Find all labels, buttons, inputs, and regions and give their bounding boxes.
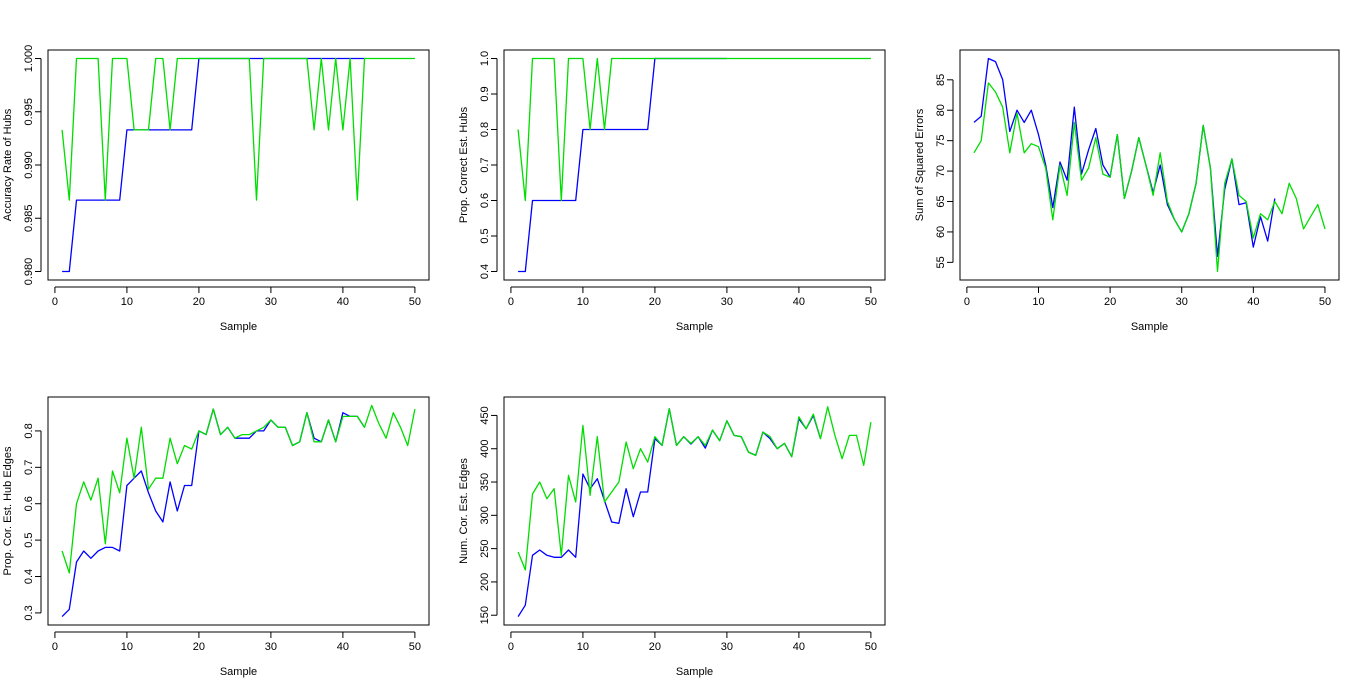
chart-1-x-tick-label: 50 [409, 296, 421, 308]
chart-4-x-tick-label: 10 [121, 641, 133, 653]
chart-4-y-tick-label: 0.7 [23, 460, 35, 475]
chart-3-y-tick-label: 70 [935, 165, 947, 177]
chart-3-plot-frame [959, 49, 1340, 281]
chart-4-x-tick-label: 40 [337, 641, 349, 653]
chart-5-x-tick-label: 40 [793, 641, 805, 653]
chart-5-y-tick-label: 150 [479, 606, 491, 624]
chart-4-series-line-blue [61, 408, 366, 618]
chart-5-x-axis-label: Sample [676, 666, 713, 678]
chart-3-x-tick-label: 20 [1104, 296, 1116, 308]
chart-3-y-tick-label: 55 [935, 256, 947, 268]
plot-sum-of-squared-errors: 0 10 20 30 40 50 55 60 65 70 75 80 85 Sample Sum of Sq… [914, 49, 1340, 333]
chart-2-y-tick-label: 0.4 [479, 264, 491, 279]
chart-3-y-tick-label: 85 [935, 74, 947, 86]
chart-3-x-tick-label: 30 [1176, 296, 1188, 308]
chart-4-x-tick-label: 0 [52, 641, 58, 653]
chart-4-x-axis-label: Sample [220, 666, 257, 678]
chart-2-y-tick-label: 1.0 [479, 51, 491, 66]
chart-5-series-line-green [517, 406, 872, 571]
chart-4-series-line-green [61, 404, 416, 574]
plot-accuracy-rate-of-hubs: 0 10 20 30 40 50 0.980 0.985 0.990 0.995 1.000 Samp… [2, 45, 430, 333]
chart-3-series-line-blue [973, 57, 1276, 257]
chart-5-x-tick-label: 10 [577, 641, 589, 653]
chart-5-x-tick-label: 0 [508, 641, 514, 653]
chart-3-y-tick-label: 60 [935, 226, 947, 238]
chart-1-x-tick-label: 30 [265, 296, 277, 308]
chart-1-y-tick-label: 0.985 [23, 204, 35, 232]
chart-2-x-tick-label: 30 [721, 296, 733, 308]
chart-2-x-tick-label: 40 [793, 296, 805, 308]
chart-5-x-tick-label: 30 [721, 641, 733, 653]
chart-1-y-tick-label: 0.995 [23, 98, 35, 126]
chart-1-x-tick-label: 20 [193, 296, 205, 308]
chart-2-y-tick-label: 0.7 [479, 157, 491, 172]
chart-5-y-tick-label: 450 [479, 406, 491, 424]
chart-2-y-tick-label: 0.9 [479, 86, 491, 101]
chart-2-x-axis-label: Sample [676, 321, 713, 333]
chart-5-x-tick-label: 50 [865, 641, 877, 653]
chart-2-series-line-green [517, 57, 871, 202]
chart-3-x-tick-label: 0 [964, 296, 970, 308]
chart-2-plot-frame [503, 49, 886, 281]
chart-3-y-tick-label: 80 [935, 104, 947, 116]
chart-3-x-axis-label: Sample [1131, 321, 1168, 333]
chart-1-x-axis-label: Sample [220, 321, 257, 333]
chart-4-y-tick-label: 0.3 [23, 605, 35, 620]
chart-2-x-tick-label: 10 [577, 296, 589, 308]
plot-prop-cor-est-hub-edges: 0 10 20 30 40 50 0.3 0.4 0.5 0.6 0.7 0.8 Sample Prop.… [2, 396, 430, 678]
chart-4-y-axis-label: Prop. Cor. Est. Hub Edges [2, 446, 14, 576]
chart-3-series-line-green [973, 82, 1326, 273]
chart-2-x-tick-label: 50 [865, 296, 877, 308]
chart-1-plot-frame [47, 49, 430, 281]
chart-1-x-tick-label: 0 [52, 296, 58, 308]
chart-5-series-line-blue [517, 408, 822, 617]
chart-3-x-tick-label: 50 [1319, 296, 1331, 308]
chart-2-y-tick-label: 0.6 [479, 193, 491, 208]
chart-1-series-line-green [61, 57, 415, 201]
chart-2-y-tick-label: 0.8 [479, 122, 491, 137]
chart-2-y-axis-label: Prop. Correct Est. Hubs [458, 106, 470, 223]
chart-5-y-tick-label: 250 [479, 539, 491, 557]
plot-prop-correct-est-hubs: 0 10 20 30 40 50 0.4 0.5 0.6 0.7 0.8 0.9 1.0 Sample Pr… [458, 49, 886, 333]
chart-4-y-tick-label: 0.5 [23, 532, 35, 547]
chart-5-plot-frame [503, 396, 886, 626]
chart-4-x-tick-label: 50 [409, 641, 421, 653]
chart-5-y-axis-label: Num. Cor. Est. Edges [458, 458, 470, 564]
chart-1-y-tick-label: 0.990 [23, 151, 35, 179]
chart-3-x-tick-label: 10 [1032, 296, 1044, 308]
chart-4-x-tick-label: 20 [193, 641, 205, 653]
chart-4-plot-frame [47, 396, 430, 626]
chart-1-y-tick-label: 1.000 [23, 45, 35, 73]
chart-4-x-tick-label: 30 [265, 641, 277, 653]
chart-1-x-tick-label: 10 [121, 296, 133, 308]
chart-3-x-tick-label: 40 [1247, 296, 1259, 308]
chart-2-x-tick-label: 0 [508, 296, 514, 308]
chart-2-y-tick-label: 0.5 [479, 228, 491, 243]
chart-5-y-tick-label: 350 [479, 473, 491, 491]
chart-2-x-tick-label: 20 [649, 296, 661, 308]
chart-3-y-tick-label: 75 [935, 135, 947, 147]
chart-1-y-tick-label: 0.980 [23, 258, 35, 286]
chart-5-y-tick-label: 400 [479, 440, 491, 458]
chart-5-y-tick-label: 300 [479, 506, 491, 524]
chart-3-y-axis-label: Sum of Squared Errors [914, 108, 926, 221]
chart-3-y-tick-label: 65 [935, 195, 947, 207]
plot-num-cor-est-edges: 0 10 20 30 40 50 150 200 250 300 350 400 450 Sample Nu… [458, 396, 886, 678]
chart-5-x-tick-label: 20 [649, 641, 661, 653]
chart-1-x-tick-label: 40 [337, 296, 349, 308]
chart-1-y-axis-label: Accuracy Rate of Hubs [2, 108, 14, 221]
chart-2-series-line-blue [518, 57, 727, 273]
chart-4-y-tick-label: 0.6 [23, 496, 35, 511]
chart-4-y-tick-label: 0.8 [23, 423, 35, 438]
chart-4-y-tick-label: 0.4 [23, 569, 35, 584]
chart-5-y-tick-label: 200 [479, 573, 491, 591]
